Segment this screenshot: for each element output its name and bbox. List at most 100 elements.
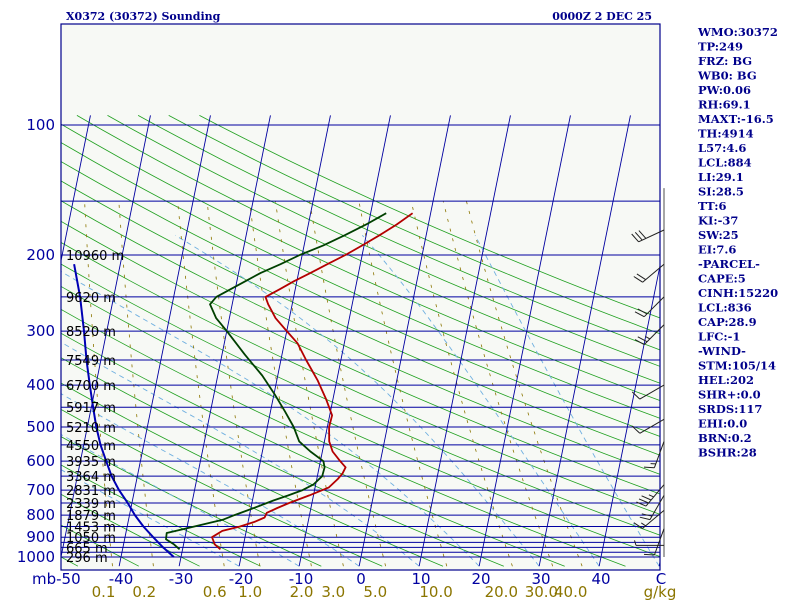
dry-adiabat-line xyxy=(61,263,660,536)
mixing-ratio-tick-label: 0.2 xyxy=(132,583,156,600)
temperature-tick-label: 20 xyxy=(471,570,490,588)
height-label: 4550 m xyxy=(66,439,116,454)
height-label: 3935 m xyxy=(66,455,116,470)
mixing-ratio-tick-label: 0.6 xyxy=(203,583,227,600)
pressure-tick-label: 300 xyxy=(26,322,55,340)
pressure-tick-label: 600 xyxy=(26,452,55,470)
wind-barb xyxy=(636,484,665,507)
stability-index-entry: EI:7.6 xyxy=(698,243,736,257)
wind-barb-flag xyxy=(631,425,641,434)
dry-adiabat-line xyxy=(199,115,660,319)
temperature-tick-label: 30 xyxy=(531,570,550,588)
wind-barb-flag xyxy=(633,276,643,283)
height-label: 3364 m xyxy=(66,470,116,485)
wind-barb-shaft xyxy=(643,324,665,345)
frame-layer xyxy=(60,23,661,571)
wetbulb-curve-profile-line xyxy=(73,264,175,558)
height-label: 8520 m xyxy=(66,325,116,340)
temperature-profile-line xyxy=(211,212,414,550)
dry-adiabat-line xyxy=(137,115,660,351)
temperature-tick-label: 0 xyxy=(356,570,366,588)
isotherm-line xyxy=(238,115,331,567)
wind-barb-flag xyxy=(638,230,647,239)
mixing-ratio-tick-label: 20.0 xyxy=(485,583,518,600)
wind-barb xyxy=(643,441,665,469)
wind-barb-shaft xyxy=(653,441,665,468)
wind-barb xyxy=(634,540,665,546)
dry-adiabat-line xyxy=(61,332,565,567)
height-label: 6700 m xyxy=(66,379,116,394)
mixing-ratio-tick-label: 2.0 xyxy=(290,583,314,600)
pressure-tick-label: 200 xyxy=(26,246,55,264)
wind-barb-flag xyxy=(634,231,643,241)
stability-index-entry: TH:4914 xyxy=(698,127,754,141)
profile-layer xyxy=(73,212,414,558)
stability-index-entry: SHR+:0.0 xyxy=(698,388,761,402)
isotherm-line xyxy=(118,115,211,567)
stability-index-entry: BRN:0.2 xyxy=(698,431,752,445)
wind-barb-flag xyxy=(631,391,641,400)
wind-barb-shaft xyxy=(639,384,665,400)
stability-index-entry: KI:-37 xyxy=(698,214,738,228)
wind-barb-flag xyxy=(641,513,653,517)
stability-index-entry: -WIND- xyxy=(698,344,746,358)
stability-index-entry: CINH:15220 xyxy=(698,286,778,300)
temperature-tick-label: 10 xyxy=(411,570,430,588)
temperature-tick-label: -20 xyxy=(229,570,254,588)
wind-barb-flag xyxy=(637,308,648,315)
dry-adiabat-line xyxy=(61,200,660,475)
stability-index-entry: TT:6 xyxy=(698,199,727,213)
wind-barb-flag xyxy=(634,311,645,318)
wind-barb-shaft xyxy=(643,296,665,318)
isotherm-line xyxy=(298,115,391,567)
temperature-tick-label: -30 xyxy=(169,570,194,588)
dry-adiabat-line xyxy=(0,115,17,566)
wind-barb-column xyxy=(631,188,665,557)
dry-adiabat-line xyxy=(61,285,660,558)
stability-index-entry: RH:69.1 xyxy=(698,98,751,112)
dry-adiabat-line xyxy=(61,241,660,515)
stability-index-entry: CAP:28.9 xyxy=(698,315,757,329)
height-label: 1453 m xyxy=(66,521,116,536)
height-label: 2831 m xyxy=(66,484,116,499)
dry-adiabat-line xyxy=(107,115,660,367)
wind-barb-half-flag xyxy=(648,494,654,498)
wind-barb-flag xyxy=(639,516,651,521)
wind-barb-flag xyxy=(631,233,639,243)
wind-barb-flag xyxy=(636,501,647,507)
moist-adiabat-line xyxy=(61,341,420,567)
pressure-tick-label: 900 xyxy=(26,528,55,546)
wind-barb-flag xyxy=(643,553,655,556)
grid-layer xyxy=(0,115,660,567)
wind-barb xyxy=(634,324,665,346)
mixing-ratio-tick-label: 10.0 xyxy=(419,583,452,600)
wind-barb-flag xyxy=(637,336,648,343)
stability-index-entry: TP:249 xyxy=(698,40,743,54)
dry-adiabat-line xyxy=(61,161,660,437)
moist-adiabat-line xyxy=(61,469,240,567)
mixing-ratio-tick-label: 0.1 xyxy=(92,583,116,600)
wind-barb xyxy=(631,229,665,243)
wind-barb-shaft xyxy=(649,495,665,520)
wind-barb xyxy=(633,510,665,529)
wind-barb xyxy=(631,384,665,400)
wind-barb-shaft xyxy=(638,229,665,243)
stability-index-entry: SI:28.5 xyxy=(698,185,744,199)
temperature-tick-label: mb-50 xyxy=(32,570,81,588)
pressure-tick-label: 700 xyxy=(26,481,55,499)
temperature-tick-label: -10 xyxy=(289,570,314,588)
mixing-ratio-tick-label: 1.0 xyxy=(238,583,262,600)
dry-adiabat-line xyxy=(76,115,660,384)
wind-barb-flag xyxy=(634,339,645,346)
wind-barb-shaft xyxy=(639,418,665,434)
mixing-ratio-line xyxy=(466,200,583,567)
isotherm-line xyxy=(418,115,511,567)
pressure-tick-label: 100 xyxy=(26,116,55,134)
mixing-ratio-tick-label: 3.0 xyxy=(321,583,345,600)
pressure-tick-label: 500 xyxy=(26,418,55,436)
wind-barb xyxy=(631,418,665,434)
wind-barb-shaft xyxy=(653,528,665,556)
sounding-datetime: 0000Z 2 DEC 25 xyxy=(552,10,652,23)
